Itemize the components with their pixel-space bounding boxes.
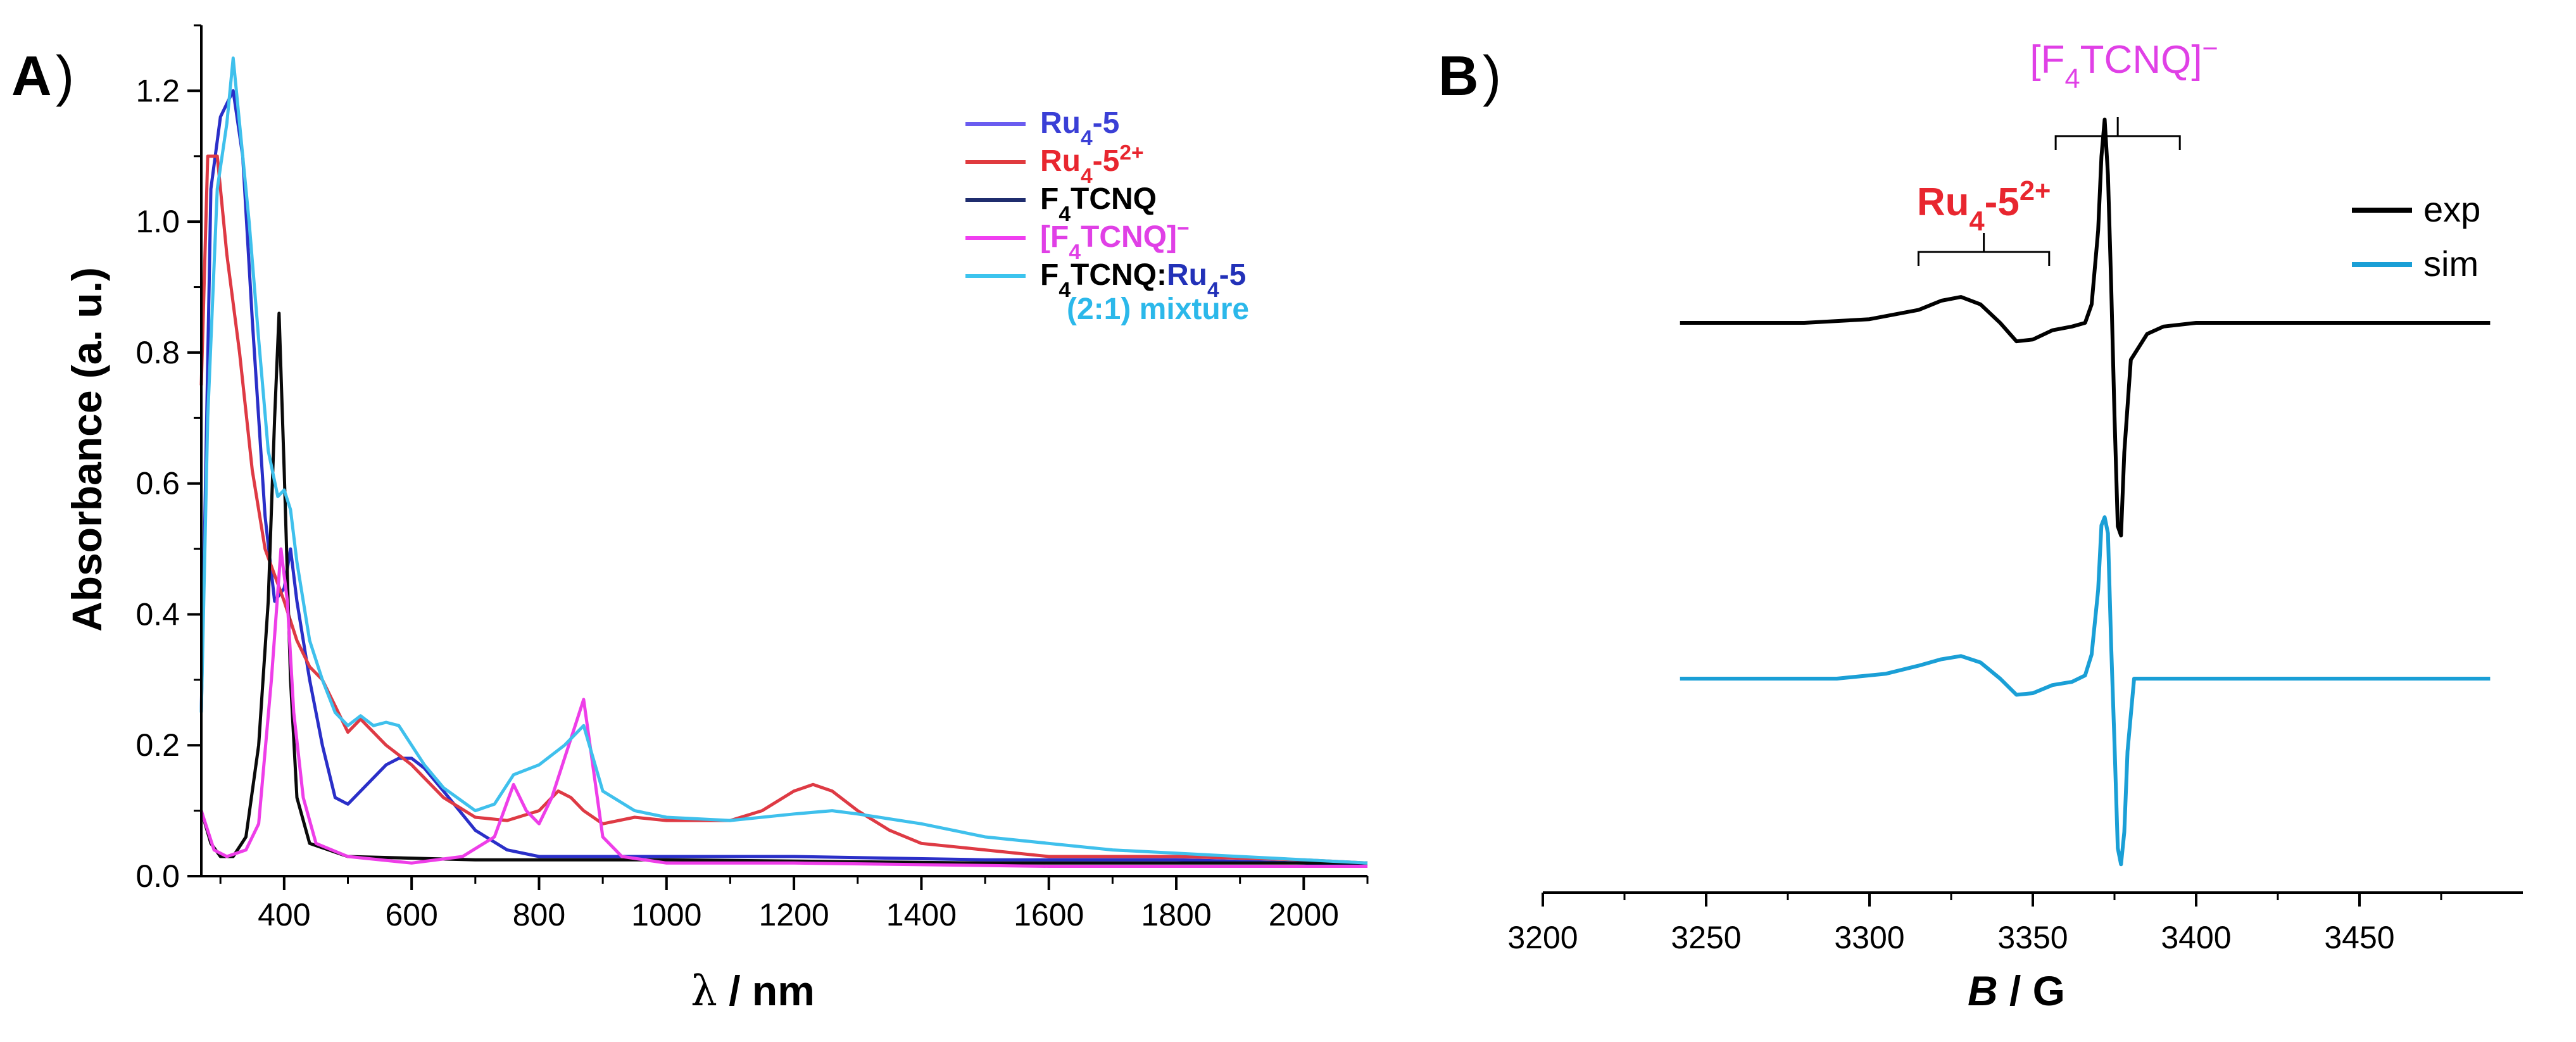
panel-a-paren: ) — [56, 44, 74, 107]
chart-a-xtick-label-3: 1000 — [631, 897, 701, 932]
panel-b-paren: ) — [1483, 44, 1501, 107]
panel-b-letter: B — [1438, 44, 1479, 107]
chart-a-ytick-label-0: 0.0 — [135, 858, 180, 894]
chart-a-legend-label-1-part-0: Ru — [1040, 144, 1081, 178]
chart-a-ytick-label-3: 0.6 — [135, 466, 180, 501]
chart-a-legend-label-3-part-0: [F — [1040, 220, 1069, 254]
chart-a-legend-label-4-part-1: 4 — [1059, 279, 1071, 302]
chart-a-xtick-label-7: 1800 — [1141, 897, 1211, 932]
chart-a-xtick-label-4: 1200 — [758, 897, 829, 932]
chart-a-xtick-label-6: 1600 — [1014, 897, 1084, 932]
chart-b-legend: exp sim — [2352, 189, 2480, 284]
chart-b-annotation-label-0: Ru4-52+ — [1917, 176, 2051, 237]
chart-b-xtick-label-2: 3300 — [1834, 920, 1904, 955]
chart-a-legend-label-3-part-3: − — [1177, 217, 1190, 241]
chart-a-legend-label-1-part-2: -5 — [1093, 144, 1120, 178]
chart-b-series-1 — [1680, 515, 2491, 867]
chart-b-annotation-label-0-part-3: 2+ — [2020, 176, 2051, 206]
chart-a-legend: Ru4-5Ru4-52+F4TCNQ[F4TCNQ]−F4TCNQ:Ru4-5(… — [965, 106, 1249, 326]
chart-a-ytick-label-6: 1.2 — [135, 73, 180, 108]
chart-a-xlabel-symbol: λ — [691, 967, 717, 1015]
chart-a-legend-label-4: F4TCNQ:Ru4-5 — [1040, 258, 1246, 302]
chart-a-legend-label-0: Ru4-5 — [1040, 106, 1119, 150]
chart-b-xtick-label-3: 3350 — [1997, 920, 2068, 955]
chart-b-annotation-label-1-part-1: 4 — [2065, 64, 2080, 94]
chart-a-legend-label-5-part-0: (2:1) mixture — [1067, 292, 1249, 326]
chart-a-legend-label-3: [F4TCNQ]− — [1040, 217, 1190, 264]
chart-a-xtick-label-8: 2000 — [1269, 897, 1339, 932]
chart-b-xtick-label-5: 3450 — [2324, 920, 2394, 955]
chart-a-axes: 400 600 800 1000 1200 1400 1600 1800 2000 0.0 0.2 0… — [135, 24, 1369, 932]
chart-a-ytick-label-2: 0.4 — [135, 596, 180, 632]
chart-a-ytick-label-5: 1.0 — [135, 204, 180, 239]
chart-a-legend-label-5: (2:1) mixture — [1067, 292, 1249, 326]
chart-a-legend-label-4-part-5: -5 — [1219, 258, 1247, 292]
chart-a-xlabel-unit: / nm — [717, 967, 815, 1014]
chart-a-legend-label-1-part-1: 4 — [1081, 165, 1093, 188]
chart-a-xtick-label-2: 800 — [513, 897, 565, 932]
chart-a-legend-label-2-part-1: 4 — [1059, 203, 1071, 226]
chart-b-series-0 — [1680, 117, 2491, 537]
chart-a-legend-label-4-part-3: Ru — [1167, 258, 1207, 292]
chart-a-legend-label-4-part-4: 4 — [1207, 279, 1219, 302]
chart-b-xlabel: B / G — [1968, 967, 2065, 1014]
chart-a-xtick-label-5: 1400 — [886, 897, 957, 932]
chart-a-series-0 — [199, 89, 1368, 868]
chart-b: 3200 3250 3300 3350 3400 3450 Ru4-52+[F4TCNQ]… — [1507, 34, 2523, 1014]
chart-a-legend-label-4-part-2: TCNQ: — [1071, 258, 1167, 292]
chart-a-legend-label-0-part-2: -5 — [1093, 106, 1120, 140]
chart-b-annotation-label-1: [F4TCNQ]− — [2030, 34, 2218, 94]
chart-b-annotation-label-0-part-0: Ru — [1917, 180, 1970, 224]
chart-b-annotation-label-0-part-1: 4 — [1970, 206, 1985, 237]
chart-b-legend-label-0: exp — [2423, 189, 2480, 229]
chart-b-annotation-label-0-part-2: -5 — [1985, 180, 2020, 224]
chart-a-ytick-label-4: 0.8 — [135, 335, 180, 370]
panel-a-label: A ) — [11, 44, 74, 107]
chart-b-xtick-label-0: 3200 — [1507, 920, 1578, 955]
chart-b-legend-label-1: sim — [2423, 244, 2479, 284]
chart-a-series-1 — [199, 154, 1368, 865]
chart-a-legend-label-1-part-3: 2+ — [1119, 141, 1143, 165]
chart-a-xtick-label-1: 600 — [385, 897, 437, 932]
chart-b-xtick-label-1: 3250 — [1671, 920, 1741, 955]
chart-a-legend-label-3-part-1: 4 — [1069, 241, 1081, 264]
chart-a-legend-label-2: F4TCNQ — [1040, 182, 1157, 226]
chart-b-series — [1680, 117, 2491, 867]
chart-b-annotation-bracket-0 — [1917, 233, 2051, 266]
chart-a-ytick-label-1: 0.2 — [135, 727, 180, 763]
panel-a-letter: A — [11, 44, 52, 107]
chart-b-axes: 3200 3250 3300 3350 3400 3450 — [1507, 891, 2523, 955]
chart-a-legend-label-0-part-0: Ru — [1040, 106, 1081, 140]
chart-a-xtick-label-0: 400 — [258, 897, 310, 932]
chart-a-series — [199, 56, 1368, 868]
chart-a-legend-label-3-part-2: TCNQ] — [1081, 220, 1177, 254]
panel-b-label: B ) — [1438, 44, 1501, 107]
chart-a-series-2 — [199, 311, 1367, 865]
chart-b-annotation-label-1-part-2: TCNQ] — [2080, 38, 2202, 82]
chart-a-legend-label-1: Ru4-52+ — [1040, 141, 1144, 188]
chart-b-xlabel-symbol: B — [1968, 967, 1998, 1014]
chart-b-annotation-label-1-part-3: − — [2202, 34, 2218, 64]
chart-a-legend-label-2-part-0: F — [1040, 182, 1059, 216]
chart-a-ylabel: Absorbance (a. u.) — [63, 267, 110, 632]
chart-a-series-3 — [199, 547, 1367, 868]
chart-b-annotations: Ru4-52+[F4TCNQ]− — [1917, 34, 2218, 266]
chart-a-legend-label-2-part-2: TCNQ — [1071, 182, 1157, 216]
chart-b-xlabel-unit: / G — [1998, 967, 2065, 1014]
chart-b-xtick-label-4: 3400 — [2161, 920, 2231, 955]
chart-b-annotation-bracket-1 — [2054, 117, 2181, 150]
chart-a-series-4 — [199, 56, 1368, 865]
chart-a-xlabel: λ / nm — [691, 967, 815, 1015]
chart-a-legend-label-0-part-1: 4 — [1081, 127, 1093, 150]
chart-b-annotation-label-1-part-0: [F — [2030, 38, 2064, 82]
chart-a: 400 600 800 1000 1200 1400 1600 1800 2000 0.0 0.2 0… — [63, 24, 1369, 1015]
chart-a-legend-label-4-part-0: F — [1040, 258, 1059, 292]
